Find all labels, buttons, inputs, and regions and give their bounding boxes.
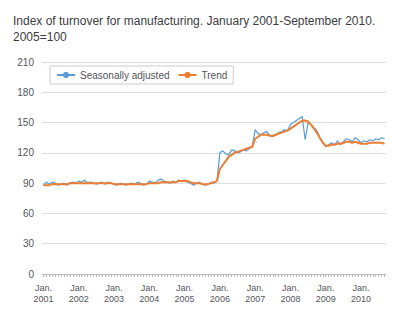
- svg-text:Index of turnover for manufact: Index of turnover for manufacturing. Jan…: [13, 14, 375, 28]
- svg-text:90: 90: [23, 178, 35, 189]
- svg-text:120: 120: [17, 147, 34, 158]
- svg-text:Jan.: Jan.: [282, 283, 299, 293]
- svg-text:2009: 2009: [316, 294, 336, 304]
- svg-text:Seasonally adjusted: Seasonally adjusted: [80, 70, 170, 81]
- svg-text:Jan.: Jan.: [317, 283, 334, 293]
- svg-text:2010: 2010: [351, 294, 371, 304]
- svg-text:Jan.: Jan.: [141, 283, 158, 293]
- svg-text:60: 60: [23, 208, 35, 219]
- svg-text:2008: 2008: [280, 294, 300, 304]
- svg-text:Jan.: Jan.: [176, 283, 193, 293]
- svg-text:Trend: Trend: [202, 70, 228, 81]
- svg-text:2002: 2002: [69, 294, 89, 304]
- svg-text:Jan.: Jan.: [353, 283, 370, 293]
- svg-text:Jan.: Jan.: [106, 283, 123, 293]
- svg-text:2006: 2006: [210, 294, 230, 304]
- svg-text:2007: 2007: [245, 294, 265, 304]
- svg-text:Jan.: Jan.: [247, 283, 264, 293]
- svg-text:2005: 2005: [175, 294, 195, 304]
- svg-text:2004: 2004: [139, 294, 159, 304]
- svg-text:150: 150: [17, 117, 34, 128]
- svg-text:Jan.: Jan.: [35, 283, 52, 293]
- svg-text:Jan.: Jan.: [70, 283, 87, 293]
- svg-text:30: 30: [23, 238, 35, 249]
- svg-text:0: 0: [28, 269, 34, 280]
- svg-text:2001: 2001: [33, 294, 53, 304]
- svg-text:2005=100: 2005=100: [13, 30, 67, 44]
- svg-text:180: 180: [17, 87, 34, 98]
- svg-text:2003: 2003: [104, 294, 124, 304]
- svg-text:Jan.: Jan.: [211, 283, 228, 293]
- svg-text:210: 210: [17, 57, 34, 68]
